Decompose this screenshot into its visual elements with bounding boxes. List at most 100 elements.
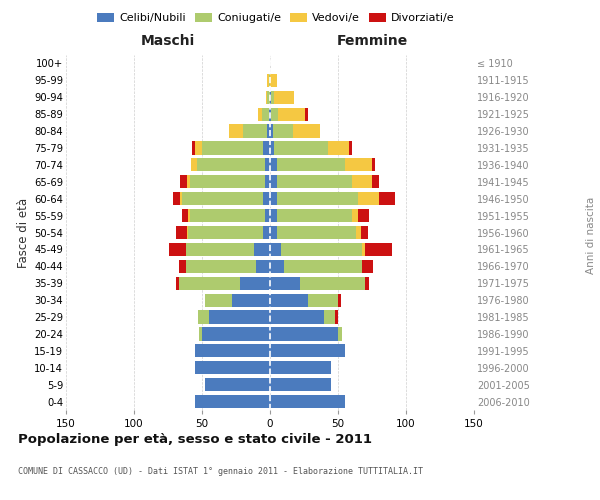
Bar: [197, 158, 265, 172]
Bar: [182, 209, 188, 222]
Bar: [179, 260, 185, 273]
Bar: [345, 158, 372, 172]
Bar: [265, 175, 270, 188]
Bar: [267, 90, 270, 104]
Bar: [269, 108, 270, 121]
Bar: [338, 328, 342, 340]
Bar: [277, 209, 352, 222]
Bar: [187, 175, 190, 188]
Bar: [205, 294, 232, 306]
Bar: [185, 243, 254, 256]
Bar: [270, 192, 277, 205]
Bar: [180, 192, 182, 205]
Bar: [270, 310, 325, 324]
Bar: [270, 124, 273, 138]
Bar: [308, 294, 338, 306]
Bar: [195, 361, 270, 374]
Bar: [277, 226, 356, 239]
Y-axis label: Fasce di età: Fasce di età: [17, 198, 30, 268]
Bar: [258, 108, 262, 121]
Bar: [284, 260, 362, 273]
Bar: [190, 175, 265, 188]
Bar: [271, 108, 278, 121]
Bar: [270, 294, 308, 306]
Bar: [263, 142, 270, 154]
Bar: [188, 209, 190, 222]
Bar: [205, 378, 270, 391]
Legend: Celibi/Nubili, Coniugati/e, Vedovi/e, Divorziati/e: Celibi/Nubili, Coniugati/e, Vedovi/e, Di…: [93, 8, 459, 28]
Bar: [180, 175, 187, 188]
Bar: [240, 276, 270, 290]
Bar: [266, 90, 267, 104]
Bar: [195, 142, 202, 154]
Bar: [335, 310, 338, 324]
Bar: [270, 108, 271, 121]
Bar: [270, 175, 277, 188]
Bar: [270, 378, 331, 391]
Bar: [356, 226, 361, 239]
Bar: [349, 142, 352, 154]
Bar: [270, 344, 345, 358]
Bar: [278, 108, 305, 121]
Bar: [188, 226, 263, 239]
Bar: [270, 243, 281, 256]
Bar: [270, 361, 331, 374]
Bar: [209, 310, 270, 324]
Bar: [365, 243, 392, 256]
Bar: [256, 260, 270, 273]
Bar: [270, 226, 277, 239]
Bar: [379, 192, 395, 205]
Bar: [365, 276, 369, 290]
Bar: [270, 209, 277, 222]
Bar: [271, 90, 274, 104]
Bar: [352, 209, 358, 222]
Bar: [338, 294, 341, 306]
Bar: [229, 124, 243, 138]
Bar: [293, 124, 320, 138]
Bar: [263, 192, 270, 205]
Bar: [269, 74, 270, 87]
Bar: [273, 124, 293, 138]
Bar: [179, 276, 240, 290]
Bar: [265, 209, 270, 222]
Bar: [372, 158, 375, 172]
Bar: [232, 294, 270, 306]
Bar: [182, 192, 263, 205]
Text: Maschi: Maschi: [141, 34, 195, 48]
Bar: [362, 243, 365, 256]
Bar: [187, 226, 188, 239]
Bar: [198, 310, 209, 324]
Text: COMUNE DI CASSACCO (UD) - Dati ISTAT 1° gennaio 2011 - Elaborazione TUTTITALIA.I: COMUNE DI CASSACCO (UD) - Dati ISTAT 1° …: [18, 468, 423, 476]
Bar: [358, 209, 369, 222]
Bar: [262, 108, 269, 121]
Bar: [185, 260, 256, 273]
Bar: [277, 175, 352, 188]
Bar: [274, 90, 295, 104]
Bar: [199, 328, 202, 340]
Bar: [195, 344, 270, 358]
Bar: [263, 226, 270, 239]
Bar: [270, 328, 338, 340]
Bar: [270, 142, 274, 154]
Bar: [277, 192, 358, 205]
Bar: [281, 243, 362, 256]
Bar: [277, 158, 345, 172]
Bar: [176, 276, 179, 290]
Bar: [254, 243, 270, 256]
Bar: [361, 226, 368, 239]
Bar: [176, 226, 187, 239]
Bar: [193, 142, 195, 154]
Bar: [191, 158, 197, 172]
Text: Popolazione per età, sesso e stato civile - 2011: Popolazione per età, sesso e stato civil…: [18, 432, 372, 446]
Bar: [300, 276, 365, 290]
Bar: [270, 90, 271, 104]
Bar: [270, 260, 284, 273]
Text: Femmine: Femmine: [337, 34, 407, 48]
Bar: [372, 175, 379, 188]
Bar: [267, 124, 270, 138]
Bar: [352, 175, 372, 188]
Bar: [202, 142, 263, 154]
Bar: [267, 74, 269, 87]
Bar: [202, 328, 270, 340]
Bar: [270, 74, 277, 87]
